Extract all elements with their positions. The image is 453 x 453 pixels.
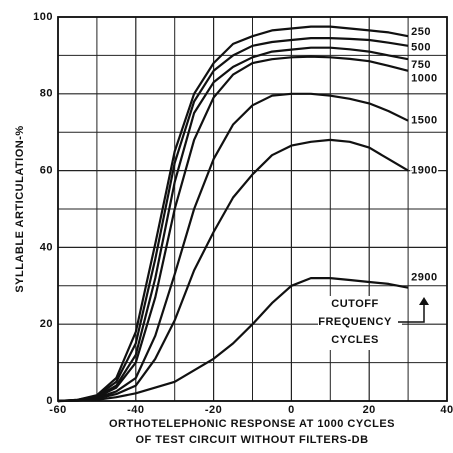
series-label: 1000: [411, 73, 437, 85]
series-label: 250: [411, 26, 431, 38]
series-line: [57, 277, 409, 403]
annotation-box: CUTOFF FREQUENCY CYCLES: [318, 296, 429, 350]
x-axis-label: ORTHOTELEPHONIC RESPONSE AT 1000 CYCLES: [109, 418, 395, 430]
annotation-arrow: [398, 300, 425, 323]
series-line: [57, 92, 409, 403]
series-label: 500: [411, 42, 431, 54]
y-tick-label: 0: [46, 395, 53, 407]
x-axis-label: OF TEST CIRCUIT WITHOUT FILTERS-DB: [135, 434, 368, 446]
x-tick-label: -60: [49, 404, 66, 416]
y-axis-label: SYLLABLE ARTICULATION-%: [14, 125, 26, 292]
annotation: FREQUENCY: [318, 316, 392, 328]
y-tick-label: 80: [40, 88, 53, 100]
series-label: 2900: [411, 272, 437, 284]
arrow-head: [419, 297, 429, 305]
y-tick-label: 100: [33, 11, 53, 23]
series-label: 1900: [411, 165, 437, 177]
annotation-bg: [318, 296, 402, 350]
annotation: CUTOFF: [331, 298, 378, 310]
series-line: [57, 55, 409, 403]
x-tick-label: -40: [127, 404, 144, 416]
x-tick-label: 40: [440, 404, 453, 416]
x-tick-label: -20: [205, 404, 222, 416]
series-label: 1500: [411, 115, 437, 127]
series-label: 750: [411, 59, 431, 71]
annotation: CYCLES: [331, 334, 379, 346]
y-tick-label: 60: [40, 165, 53, 177]
series-line: [57, 25, 409, 403]
y-tick-label: 40: [40, 241, 53, 253]
series-line: [57, 46, 409, 403]
plot-frame: [57, 16, 448, 402]
y-tick-label: 20: [40, 318, 53, 330]
x-tick-label: 0: [288, 404, 295, 416]
x-tick-label: 20: [363, 404, 376, 416]
series-line: [57, 37, 409, 403]
series-line: [57, 138, 409, 403]
